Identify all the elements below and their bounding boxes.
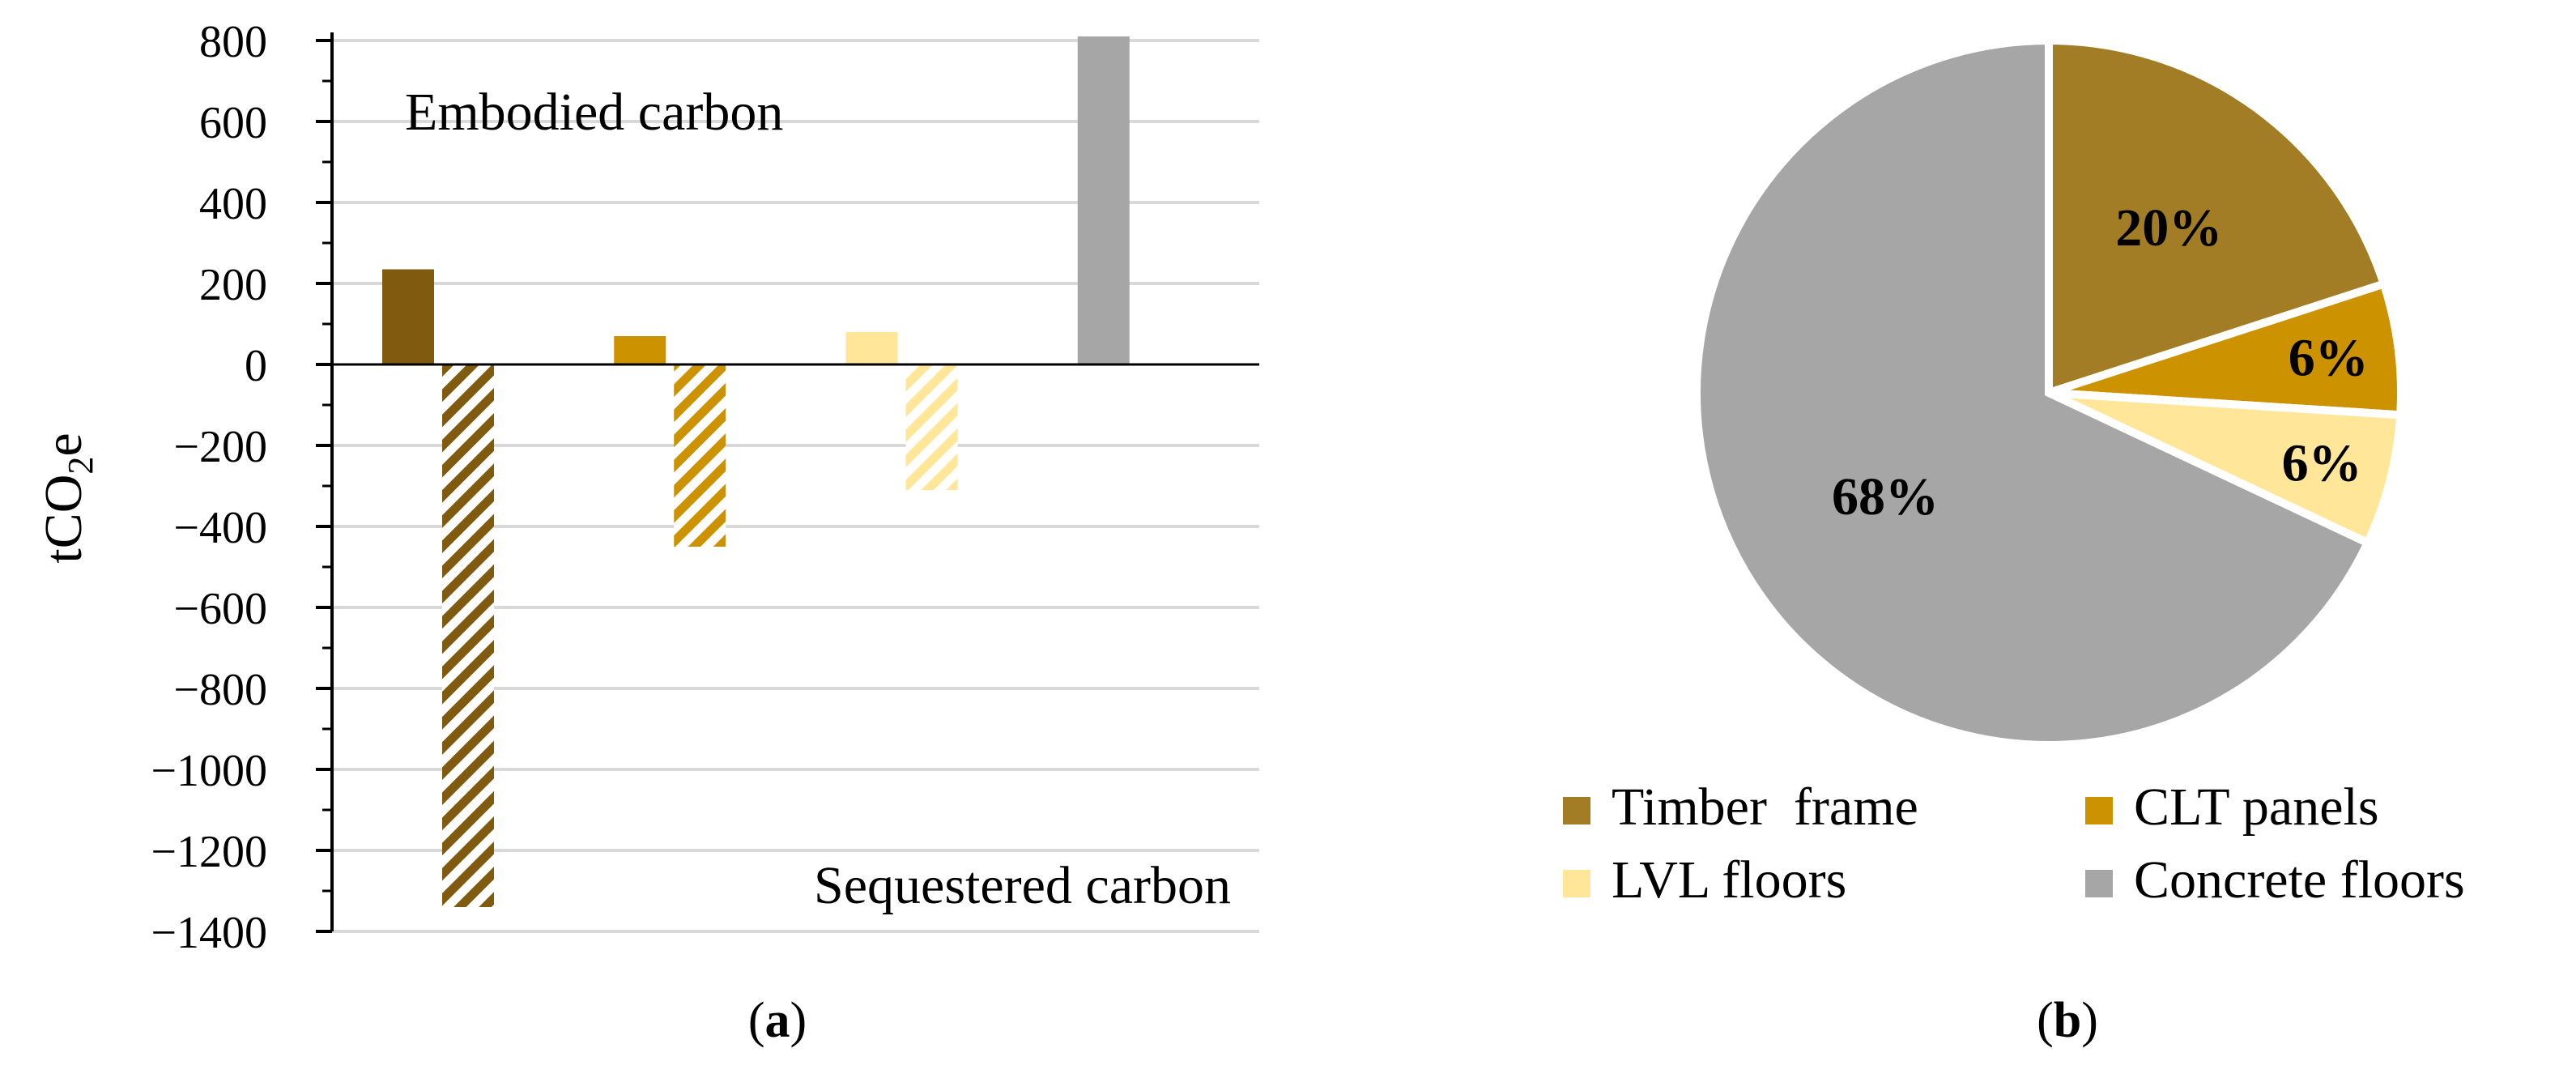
y-axis-title-end: e bbox=[34, 432, 93, 456]
annotation-embodied-carbon: Embodied carbon bbox=[405, 83, 783, 142]
bar-sequestered-timber-frame bbox=[442, 364, 494, 907]
y-axis-title-subscript: 2 bbox=[61, 457, 100, 475]
pie-slice-concrete-floors bbox=[1692, 36, 2374, 749]
y-tick-label: 200 bbox=[199, 260, 267, 310]
y-tick-label: −1000 bbox=[151, 746, 267, 796]
bar-embodied-lvl-floors bbox=[845, 332, 898, 364]
y-tick-label: −1400 bbox=[151, 908, 267, 958]
panel-a-caption: (a) bbox=[748, 993, 807, 1048]
bar-embodied-timber-frame bbox=[382, 269, 434, 364]
pie-label-clt-panels: 6% bbox=[2289, 328, 2369, 387]
y-tick-label: −400 bbox=[173, 503, 267, 553]
bar-marks bbox=[382, 36, 1130, 907]
pie-label-timber-frame: 20% bbox=[2115, 198, 2222, 258]
bar-embodied-clt-panels bbox=[614, 336, 666, 364]
legend-label: Concrete floors bbox=[2134, 850, 2465, 910]
y-axis-title-main: tCO bbox=[34, 475, 93, 564]
pie-slice-clt-panels bbox=[2047, 279, 2405, 420]
panel-b-caption-letter: b bbox=[2054, 993, 2081, 1048]
legend-item-clt-panels: CLT panels bbox=[2085, 778, 2379, 837]
pie-slice-labels: 20% 6% 6% 68% bbox=[1832, 198, 2369, 526]
panel-b-caption: (b) bbox=[2037, 993, 2098, 1048]
bar-sequestered-clt-panels bbox=[674, 364, 726, 547]
bar-embodied-concrete-floors bbox=[1077, 36, 1130, 364]
bar-chart-panel: 800 600 400 200 0 −200 −400 −600 −800 −1000 −1200 −… bbox=[34, 17, 1259, 1048]
y-tick-label: −200 bbox=[173, 422, 267, 472]
pie-slice-timber-frame bbox=[2045, 36, 2390, 398]
legend-swatch bbox=[2085, 797, 2113, 824]
pie-legend: Timber frame CLT panels LVL floors Concrete… bbox=[1563, 778, 2465, 910]
y-axis-tick-marks bbox=[316, 39, 332, 933]
legend-item-concrete-floors: Concrete floors bbox=[2085, 850, 2465, 910]
panel-a-caption-letter: a bbox=[765, 993, 790, 1048]
legend-swatch bbox=[1563, 797, 1590, 824]
legend-item-timber-frame: Timber frame bbox=[1563, 778, 1918, 837]
y-tick-label: 0 bbox=[245, 341, 267, 391]
legend-label: CLT panels bbox=[2134, 778, 2379, 837]
y-tick-label: 800 bbox=[199, 17, 267, 67]
y-tick-label: 400 bbox=[199, 179, 267, 229]
annotation-sequestered-carbon: Sequestered carbon bbox=[814, 856, 1231, 915]
pie-label-concrete-floors: 68% bbox=[1832, 467, 1939, 526]
legend-label: LVL floors bbox=[1612, 850, 1846, 910]
y-tick-label: −1200 bbox=[151, 827, 267, 877]
pie-slices bbox=[1692, 36, 2405, 749]
y-tick-label: 600 bbox=[199, 98, 267, 148]
bar-sequestered-lvl-floors bbox=[905, 364, 958, 490]
legend-swatch bbox=[2085, 870, 2113, 897]
pie-label-lvl-floors: 6% bbox=[2282, 434, 2362, 493]
y-axis-title: tCO2e bbox=[34, 432, 100, 563]
legend-item-lvl-floors: LVL floors bbox=[1563, 850, 1846, 910]
y-axis-tick-labels: 800 600 400 200 0 −200 −400 −600 −800 −1000 −1200 −… bbox=[151, 17, 267, 958]
y-tick-label: −800 bbox=[173, 665, 267, 715]
legend-label: Timber frame bbox=[1612, 778, 1918, 837]
legend-swatch bbox=[1563, 870, 1590, 897]
pie-chart-panel: 20% 6% 6% 68% Timber frame CLT panels LVL flo… bbox=[1563, 36, 2465, 1048]
y-tick-label: −600 bbox=[173, 584, 267, 634]
